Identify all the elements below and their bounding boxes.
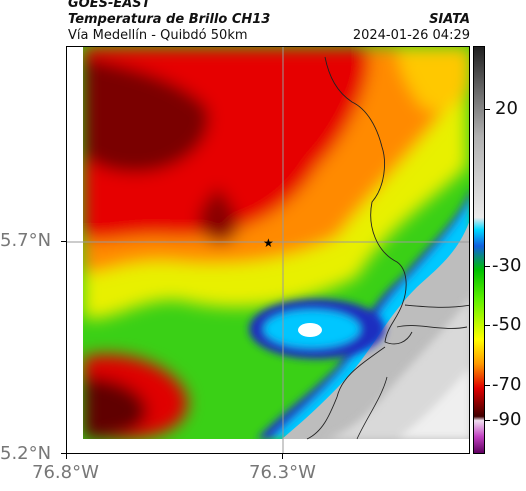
star-icon: ★	[263, 236, 274, 250]
timestamp-label: 2024-01-26 04:29	[352, 28, 470, 43]
satellite-label: GOES-EAST	[68, 0, 151, 11]
cb-tick	[485, 385, 490, 386]
cb-label-minus30: -30	[492, 255, 522, 276]
lat-label-5-2: 5.2°N	[0, 443, 52, 464]
cb-tick	[485, 109, 490, 110]
cb-tick	[485, 266, 490, 267]
lon-tick	[282, 454, 283, 459]
cb-tick	[485, 325, 490, 326]
cb-label-minus90: -90	[492, 409, 522, 430]
lon-label-76-8: 76.8°W	[32, 462, 99, 483]
colorbar	[473, 46, 485, 454]
lon-label-76-3: 76.3°W	[249, 462, 316, 483]
source-label: SIATA	[429, 12, 470, 27]
lat-label-5-7: 5.7°N	[0, 230, 52, 251]
brightness-temperature-map: ★	[67, 47, 469, 453]
lat-tick	[61, 453, 66, 454]
cb-label-minus70: -70	[492, 374, 522, 395]
region-label: Vía Medellín - Quibdó 50km	[68, 28, 248, 43]
lat-tick	[61, 241, 66, 242]
department-border	[324, 56, 413, 345]
map-panel[interactable]: ★	[66, 46, 470, 454]
cb-label-minus50: -50	[492, 314, 522, 335]
lon-tick	[66, 454, 67, 459]
cb-label-20: 20	[495, 98, 518, 119]
cb-tick	[485, 420, 490, 421]
product-title: Temperatura de Brillo CH13	[68, 12, 271, 27]
